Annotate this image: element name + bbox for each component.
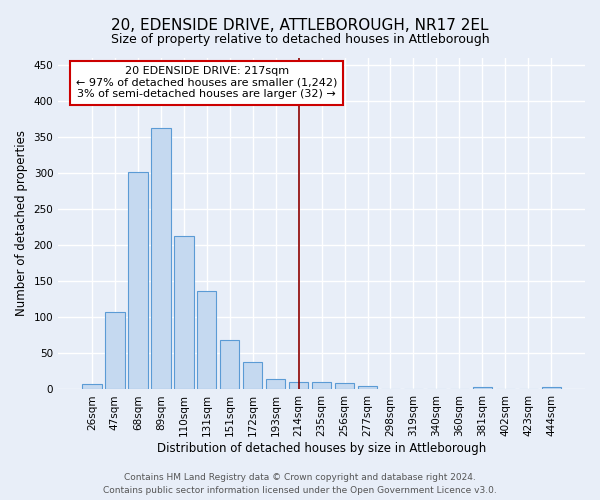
Bar bbox=[174, 236, 194, 390]
Text: Size of property relative to detached houses in Attleborough: Size of property relative to detached ho… bbox=[110, 32, 490, 46]
Bar bbox=[220, 340, 239, 390]
Bar bbox=[82, 384, 101, 390]
Bar bbox=[128, 172, 148, 390]
Bar bbox=[473, 388, 492, 390]
Y-axis label: Number of detached properties: Number of detached properties bbox=[15, 130, 28, 316]
Bar bbox=[105, 312, 125, 390]
Bar bbox=[243, 362, 262, 390]
Bar bbox=[335, 383, 355, 390]
Text: 20, EDENSIDE DRIVE, ATTLEBOROUGH, NR17 2EL: 20, EDENSIDE DRIVE, ATTLEBOROUGH, NR17 2… bbox=[111, 18, 489, 32]
Bar bbox=[151, 128, 170, 390]
Bar bbox=[312, 382, 331, 390]
Bar bbox=[289, 382, 308, 390]
X-axis label: Distribution of detached houses by size in Attleborough: Distribution of detached houses by size … bbox=[157, 442, 486, 455]
Text: 20 EDENSIDE DRIVE: 217sqm
← 97% of detached houses are smaller (1,242)
3% of sem: 20 EDENSIDE DRIVE: 217sqm ← 97% of detac… bbox=[76, 66, 337, 100]
Text: Contains HM Land Registry data © Crown copyright and database right 2024.
Contai: Contains HM Land Registry data © Crown c… bbox=[103, 474, 497, 495]
Bar bbox=[266, 380, 286, 390]
Bar bbox=[197, 290, 217, 390]
Bar bbox=[542, 388, 561, 390]
Bar bbox=[358, 386, 377, 390]
